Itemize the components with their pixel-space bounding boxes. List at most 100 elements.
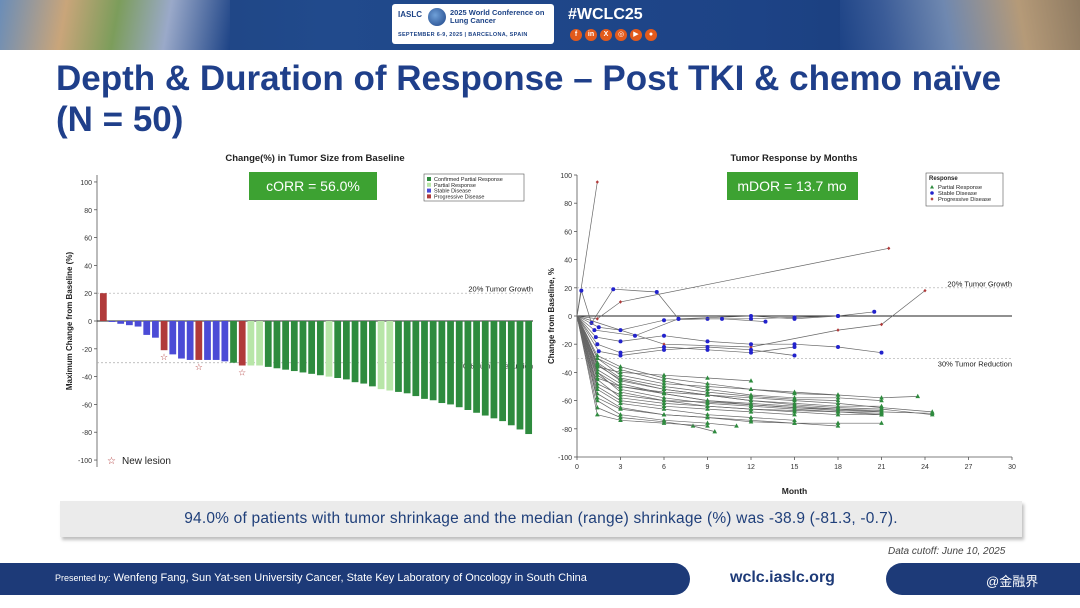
left-legend-box xyxy=(423,173,525,202)
x-icon[interactable]: X xyxy=(600,29,612,41)
stable-disease-marker xyxy=(749,316,753,321)
new-lesion-star: ☆ xyxy=(160,352,168,362)
partial-response-marker xyxy=(835,405,841,410)
waterfall-bar xyxy=(360,321,368,384)
partial-response-marker xyxy=(661,406,667,411)
progressive-disease-marker xyxy=(595,317,599,321)
waterfall-bar xyxy=(178,321,185,359)
presenter-line: Presented by: Wenfeng Fang, Sun Yat-sen … xyxy=(55,572,587,584)
partial-response-marker xyxy=(792,420,797,425)
data-cutoff: Data cutoff: June 10, 2025 xyxy=(888,546,1006,557)
partial-response-marker xyxy=(618,366,623,372)
waterfall-bar xyxy=(160,321,168,351)
spider-line xyxy=(576,315,752,382)
stable-disease-marker xyxy=(654,290,659,295)
progressive-disease-marker xyxy=(595,180,599,184)
partial-response-marker xyxy=(835,409,841,414)
corr-callout-box xyxy=(249,172,377,200)
right-legend-marker xyxy=(930,197,934,201)
right-y-axis-label: Change from Baseline, % xyxy=(547,268,556,364)
right-y-tick-label: 60 xyxy=(564,229,572,236)
barcelona-photo-right xyxy=(840,0,1080,50)
partial-response-marker xyxy=(792,417,797,423)
partial-response-marker xyxy=(595,372,600,377)
stable-disease-marker xyxy=(749,347,753,352)
partial-response-marker xyxy=(595,369,600,375)
linkedin-icon[interactable]: in xyxy=(585,29,597,41)
partial-response-marker xyxy=(618,369,623,375)
right-x-tick-label: 12 xyxy=(747,464,755,471)
iaslc-logo: IASLC xyxy=(398,10,422,19)
partial-response-marker xyxy=(618,417,623,423)
spider-line xyxy=(576,315,839,331)
right-x-axis-label: Month xyxy=(782,486,808,496)
partial-response-marker xyxy=(618,395,623,400)
right-legend-marker xyxy=(930,191,934,195)
spider-line xyxy=(576,315,715,432)
partial-response-marker xyxy=(690,423,696,428)
right-legend-marker xyxy=(930,185,934,189)
waterfall-bar xyxy=(429,321,437,401)
globe-icon xyxy=(428,8,446,26)
partial-response-marker xyxy=(705,383,710,389)
partial-response-marker xyxy=(661,389,667,394)
partial-response-marker xyxy=(705,375,710,380)
partial-response-marker xyxy=(792,412,797,417)
waterfall-bar xyxy=(421,321,428,399)
partial-response-marker xyxy=(595,386,600,392)
partial-response-marker xyxy=(595,361,600,366)
waterfall-bar xyxy=(464,321,472,410)
conference-hashtag: #WCLC25 xyxy=(568,6,643,23)
partial-response-marker xyxy=(929,412,935,417)
partial-response-marker xyxy=(879,406,884,411)
left-chart-title: Change(%) in Tumor Size from Baseline xyxy=(225,153,404,164)
right-y-tick-label: -80 xyxy=(562,427,572,434)
conference-title: 2025 World Conference on Lung Cancer xyxy=(450,8,545,25)
presenter-name: Wenfeng Fang, Sun Yat-sen University Can… xyxy=(113,572,587,584)
mdor-callout-text: mDOR = 13.7 mo xyxy=(737,178,847,194)
wechat-icon[interactable]: ● xyxy=(645,29,657,41)
right-y-tick-label: -40 xyxy=(562,370,572,377)
left-y-tick-label: 80 xyxy=(84,208,92,215)
waterfall-bar xyxy=(516,321,524,430)
youtube-icon[interactable]: ▶ xyxy=(630,29,642,41)
left-y-tick-label: -80 xyxy=(82,430,92,437)
waterfall-bar xyxy=(334,321,342,379)
left-y-tick-label: -20 xyxy=(82,347,92,354)
waterfall-chart: Change(%) in Tumor Size from Baseline 100… xyxy=(65,153,533,467)
partial-response-marker xyxy=(705,399,710,404)
footer-url[interactable]: wclc.iaslc.org xyxy=(730,569,835,586)
left-legend-label: Partial Response xyxy=(434,183,476,189)
spider-chart: Tumor Response by Months100806040200-20-… xyxy=(547,153,1016,496)
right-reference-label: 20% Tumor Growth xyxy=(947,279,1012,288)
stable-disease-marker xyxy=(618,328,623,333)
right-y-tick-label: 20 xyxy=(564,286,572,293)
partial-response-marker xyxy=(661,412,667,417)
facebook-icon[interactable]: f xyxy=(570,29,582,41)
left-y-tick-label: 100 xyxy=(80,180,92,187)
partial-response-marker xyxy=(792,407,797,413)
new-lesion-key-star: ☆ xyxy=(107,456,116,467)
stable-disease-marker xyxy=(792,315,797,320)
left-y-axis-label: Maximum Change from Baseline (%) xyxy=(65,252,74,391)
partial-response-marker xyxy=(835,423,841,428)
stable-disease-marker xyxy=(720,316,724,321)
instagram-icon[interactable]: ◎ xyxy=(615,29,627,41)
stable-disease-marker xyxy=(611,287,616,292)
waterfall-bar xyxy=(455,321,463,408)
waterfall-bar xyxy=(169,321,177,355)
partial-response-marker xyxy=(879,403,884,408)
page-title: Depth & Duration of Response – Post TKI … xyxy=(56,59,1002,139)
partial-response-marker xyxy=(748,414,754,420)
right-y-tick-label: 100 xyxy=(560,173,572,180)
waterfall-bar xyxy=(403,321,411,394)
partial-response-marker xyxy=(705,406,710,411)
spider-line xyxy=(576,315,933,414)
waterfall-bar xyxy=(490,321,498,419)
left-y-tick-label: -40 xyxy=(82,375,92,382)
right-x-tick-label: 15 xyxy=(791,464,799,471)
partial-response-marker xyxy=(879,420,884,425)
waterfall-bar xyxy=(499,321,507,422)
progressive-disease-marker xyxy=(923,288,927,293)
waterfall-bar xyxy=(316,321,324,376)
